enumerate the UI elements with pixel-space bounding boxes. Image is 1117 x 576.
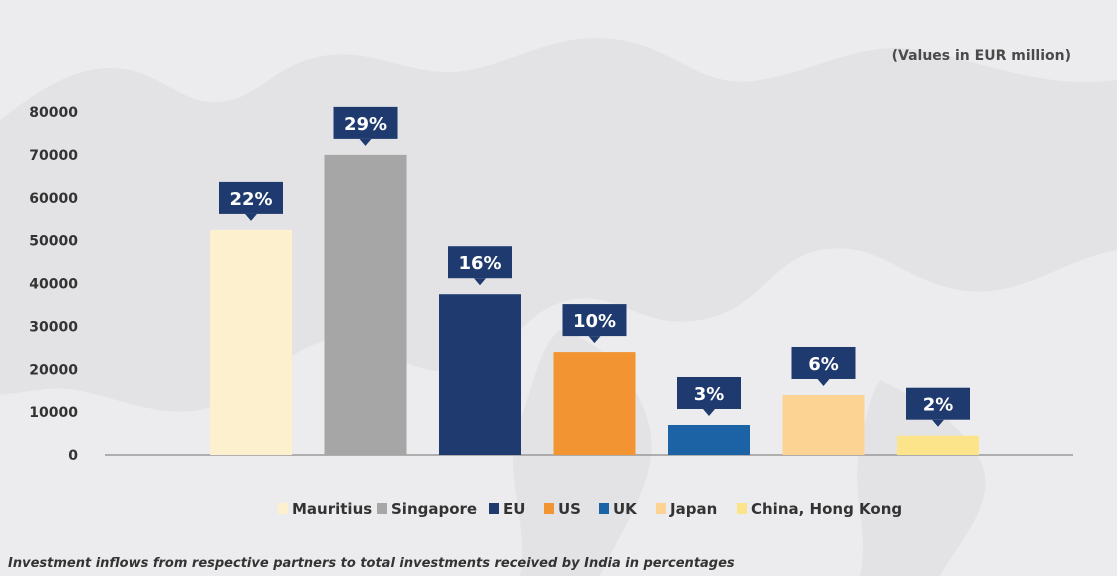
legend-item: Japan bbox=[656, 500, 717, 518]
percent-label: 6% bbox=[808, 354, 839, 375]
y-tick-label: 0 bbox=[68, 448, 78, 464]
y-tick-label: 60000 bbox=[29, 191, 78, 207]
callout-pointer bbox=[474, 278, 486, 286]
percent-callout: 3% bbox=[677, 376, 741, 416]
percent-callout: 29% bbox=[333, 106, 398, 146]
legend-label: China, Hong Kong bbox=[751, 500, 902, 518]
y-tick-label: 70000 bbox=[29, 148, 78, 164]
callout-box bbox=[562, 304, 627, 337]
percent-label: 3% bbox=[694, 384, 725, 405]
callout-box bbox=[219, 181, 283, 214]
legend-swatch bbox=[544, 503, 554, 514]
callout-box bbox=[791, 346, 856, 379]
percent-callout: 10% bbox=[562, 304, 627, 344]
legend-swatch bbox=[656, 503, 666, 514]
bar bbox=[324, 154, 407, 455]
legend-item: UK bbox=[599, 500, 638, 518]
y-tick-label: 30000 bbox=[29, 319, 78, 335]
percent-label: 16% bbox=[458, 253, 501, 274]
bar bbox=[897, 435, 979, 455]
bar bbox=[782, 394, 865, 455]
bar bbox=[668, 424, 750, 455]
bar bbox=[210, 229, 292, 455]
percent-label: 10% bbox=[573, 311, 616, 332]
percent-callout: 22% bbox=[219, 181, 283, 221]
legend-item: Mauritius bbox=[278, 500, 372, 518]
y-tick-label: 50000 bbox=[29, 234, 78, 250]
legend-label: UK bbox=[613, 500, 638, 518]
bar bbox=[439, 294, 521, 455]
callout-pointer bbox=[245, 213, 257, 221]
legend-swatch bbox=[599, 503, 609, 514]
legend-item: EU bbox=[489, 500, 525, 518]
units-note: (Values in EUR million) bbox=[891, 48, 1071, 64]
callout-pointer bbox=[588, 336, 601, 344]
figure-caption: Investment inflows from respective partn… bbox=[8, 556, 735, 571]
legend-swatch bbox=[377, 503, 387, 514]
legend-label: EU bbox=[503, 500, 525, 518]
legend-label: Singapore bbox=[391, 500, 477, 518]
callout-box bbox=[448, 246, 512, 279]
legend-item: China, Hong Kong bbox=[737, 500, 902, 518]
legend-swatch bbox=[737, 503, 747, 514]
legend-label: US bbox=[558, 500, 581, 518]
callout-pointer bbox=[703, 408, 715, 416]
callout-box bbox=[677, 376, 741, 409]
legend-swatch bbox=[278, 503, 288, 514]
bar bbox=[553, 352, 636, 455]
legend-item: US bbox=[544, 500, 581, 518]
y-tick-label: 10000 bbox=[29, 405, 78, 421]
callout-pointer bbox=[932, 419, 944, 427]
percent-label: 22% bbox=[229, 189, 272, 210]
legend-label: Mauritius bbox=[292, 500, 372, 518]
y-tick-label: 40000 bbox=[29, 277, 78, 293]
callout-pointer bbox=[359, 138, 372, 146]
legend-item: Singapore bbox=[377, 500, 477, 518]
percent-callout: 6% bbox=[791, 346, 856, 386]
legend-swatch bbox=[489, 503, 499, 514]
legend-label: Japan bbox=[669, 500, 717, 518]
y-tick-label: 80000 bbox=[29, 105, 78, 121]
percent-callout: 16% bbox=[448, 246, 512, 286]
callout-pointer bbox=[817, 378, 830, 386]
callout-box bbox=[906, 387, 970, 420]
percent-callout: 2% bbox=[906, 387, 970, 427]
percent-label: 29% bbox=[344, 114, 387, 135]
y-tick-label: 20000 bbox=[29, 362, 78, 378]
callout-box bbox=[333, 106, 398, 139]
percent-label: 2% bbox=[923, 395, 954, 416]
